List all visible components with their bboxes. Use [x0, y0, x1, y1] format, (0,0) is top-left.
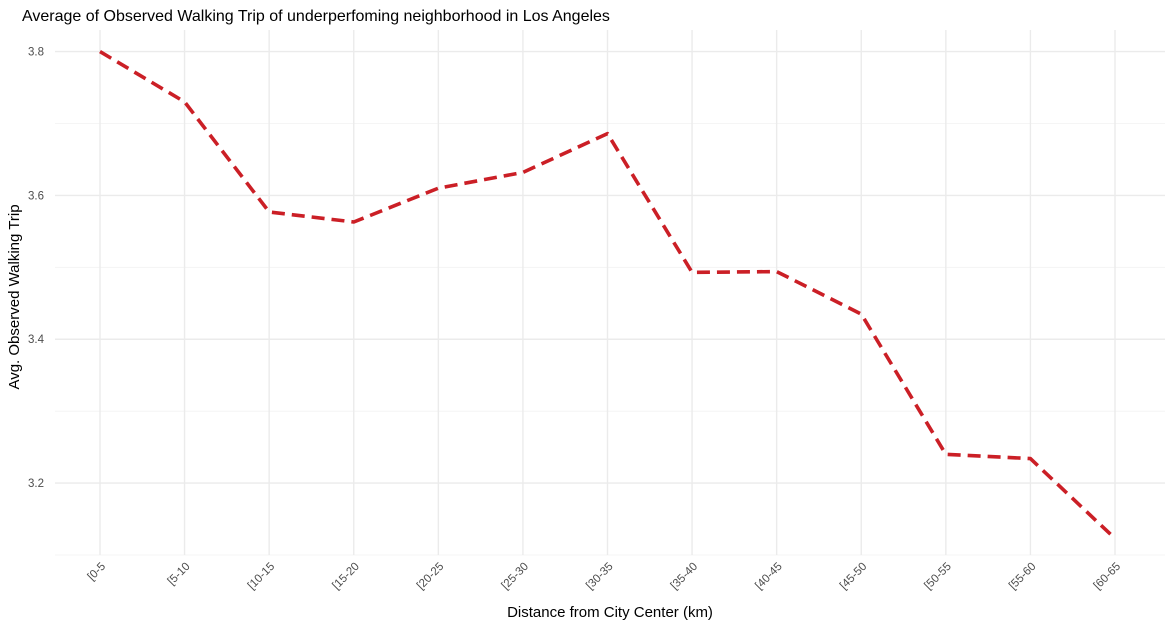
y-axis-title: Avg. Observed Walking Trip [6, 204, 23, 389]
x-tick-label: [60-65 [1092, 561, 1124, 593]
y-tick-label: 3.4 [28, 334, 45, 346]
x-tick-label: [5-10 [166, 561, 193, 588]
y-tick-label: 3.2 [28, 478, 44, 490]
x-tick-label: [55-60 [1007, 561, 1039, 593]
x-tick-label: [35-40 [669, 561, 701, 593]
chart-title: Average of Observed Walking Trip of unde… [22, 8, 610, 25]
y-tick-label: 3.6 [28, 190, 44, 202]
grid [55, 30, 1165, 556]
x-tick-label: [45-50 [838, 561, 870, 593]
series-layer [99, 50, 1117, 540]
y-axis-ticks: 3.2 3.4 3.6 3.8 [28, 47, 45, 491]
x-tick-label: [25-30 [499, 561, 531, 593]
x-tick-label: [15-20 [330, 561, 362, 593]
x-tick-label: [20-25 [415, 561, 447, 593]
x-axis-ticks: [0-5 [5-10 [10-15 [15-20 [20-25 [25-30 [30-35 [… [86, 561, 1124, 593]
x-tick-label: [0-5 [86, 561, 109, 584]
x-tick-label: [40-45 [753, 561, 785, 593]
x-axis-title: Distance from City Center (km) [507, 604, 713, 621]
x-tick-label: [10-15 [246, 561, 278, 593]
series-line [99, 50, 1117, 540]
y-tick-label: 3.8 [28, 47, 44, 59]
x-tick-label: [30-35 [584, 561, 616, 593]
x-tick-label: [50-55 [922, 561, 954, 593]
